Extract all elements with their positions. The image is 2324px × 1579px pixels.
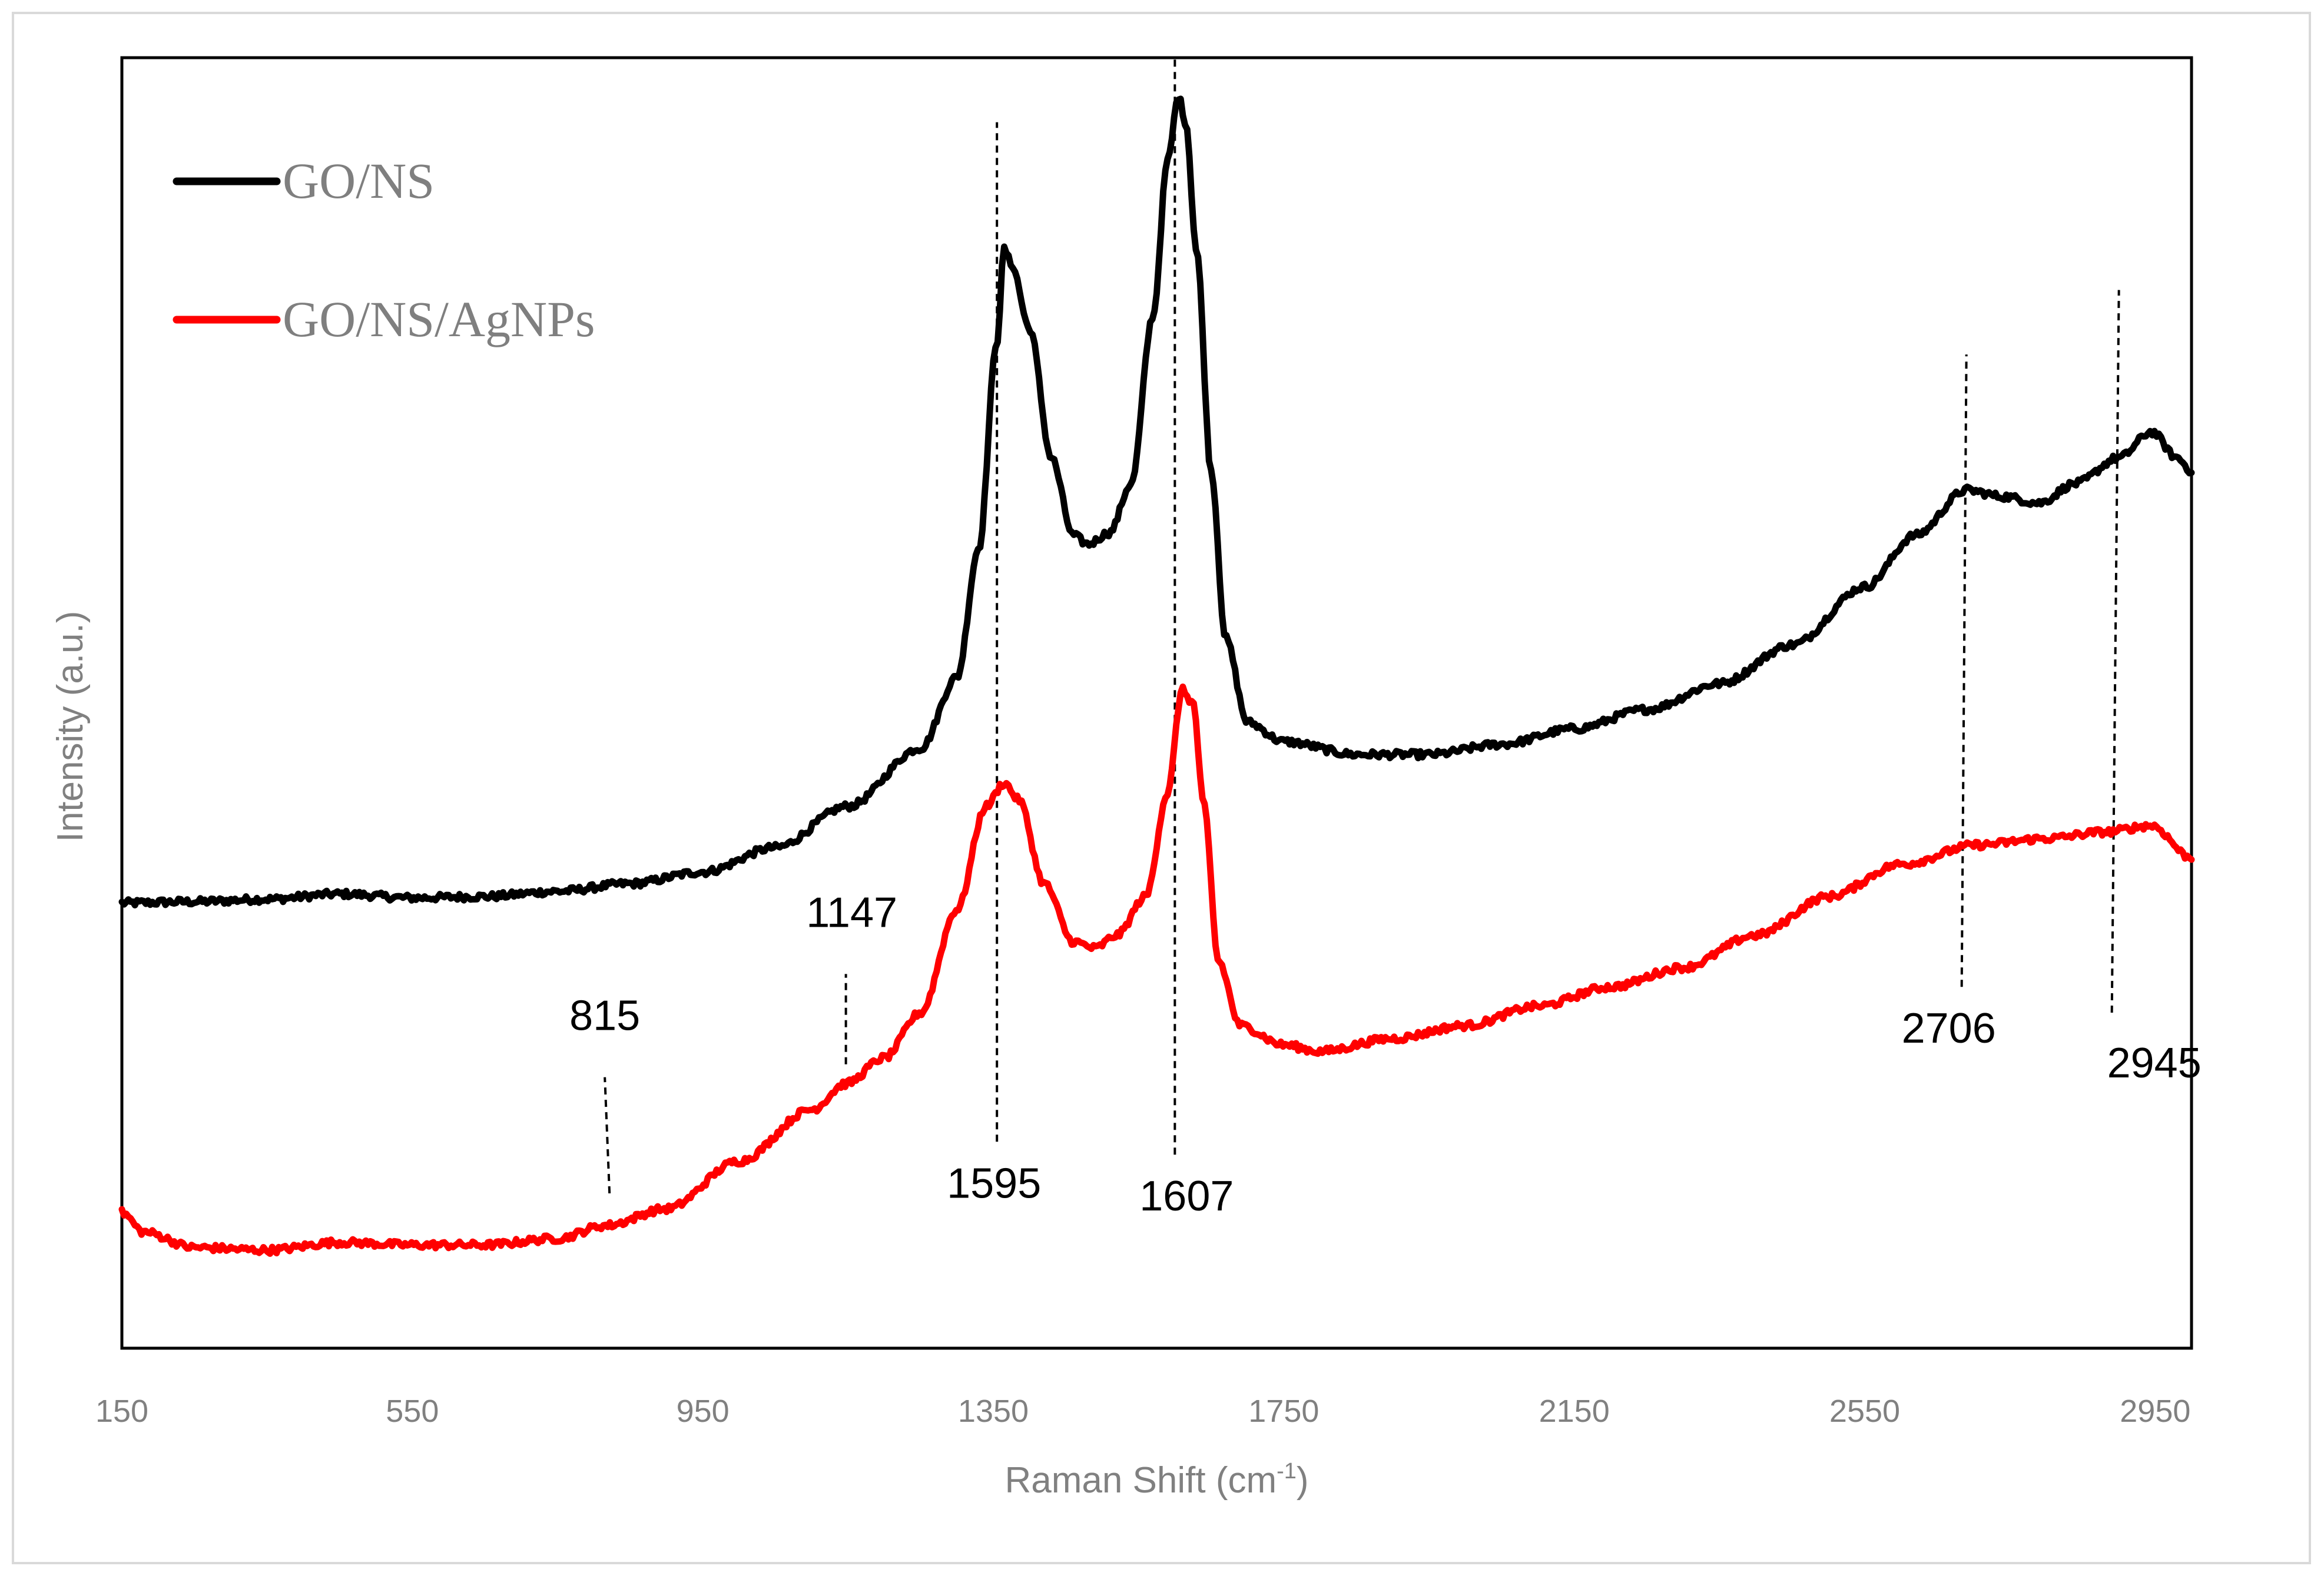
plot-border [120, 56, 2193, 1350]
peak-label: 2945 [2107, 1040, 2202, 1087]
peak-label: 815 [569, 993, 640, 1040]
annotation-leader-line [2110, 290, 2120, 1013]
legend: GO/NS GO/NS/AgNPs [173, 152, 595, 347]
x-tick-label: 2550 [1829, 1394, 1900, 1429]
x-tick-label: 2950 [2120, 1394, 2190, 1429]
peak-annotations: 815 1147 1595 1607 2706 2945 [569, 58, 2202, 1220]
x-axis-ticks: 150 550 950 1350 1750 2150 2550 2950 [95, 1394, 2190, 1429]
plot-area [120, 56, 2193, 1350]
legend-label: GO/NS [283, 152, 435, 209]
peak-label: 1147 [806, 889, 897, 936]
y-axis-title: Intensity (a.u.) [50, 611, 91, 842]
peak-label: 1607 [1139, 1173, 1234, 1220]
x-tick-label: 2150 [1539, 1394, 1610, 1429]
x-tick-label: 1750 [1248, 1394, 1319, 1429]
x-tick-label: 950 [677, 1394, 730, 1429]
x-tick-label: 150 [95, 1394, 148, 1429]
peak-label: 2706 [1902, 1005, 1996, 1052]
x-tick-label: 550 [386, 1394, 439, 1429]
legend-label: GO/NS/AgNPs [283, 291, 595, 347]
series-line-go-ns-agnps [118, 684, 2195, 1257]
x-tick-label: 1350 [958, 1394, 1029, 1429]
annotation-leader-line [604, 1077, 611, 1194]
series-line-go-ns [118, 95, 2195, 908]
series-layer [118, 95, 2195, 1257]
annotation-leader-line [1960, 354, 1968, 987]
x-axis-title: Raman Shift (cm-1) [1004, 1459, 1308, 1501]
peak-label: 1595 [947, 1160, 1041, 1207]
